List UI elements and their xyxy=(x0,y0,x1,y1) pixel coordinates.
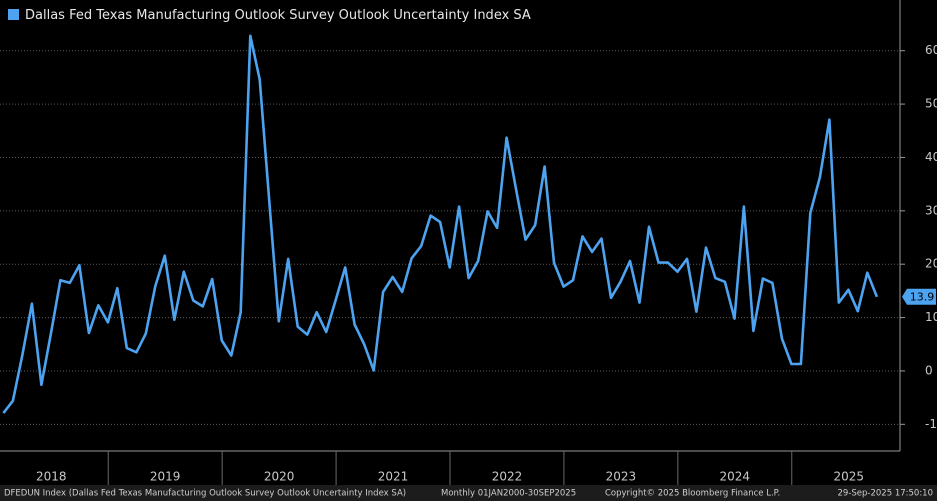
y-tick-label: 20 xyxy=(925,257,937,271)
legend-swatch xyxy=(8,9,19,20)
legend-label: Dallas Fed Texas Manufacturing Outlook S… xyxy=(25,8,531,23)
x-tick-label: 2025 xyxy=(833,470,864,484)
data-line xyxy=(2,34,879,414)
y-tick-label: 30 xyxy=(925,203,937,217)
last-value-tag: 13.9 xyxy=(902,288,936,305)
x-tick-label: 2023 xyxy=(606,470,637,484)
x-tick-label: 2024 xyxy=(720,470,751,484)
y-tick-label: 50 xyxy=(925,97,937,111)
footer-frequency: Monthly 01JAN2000-30SEP2025 xyxy=(441,489,576,499)
x-tick-label: 2020 xyxy=(264,470,295,484)
y-tick-label: 0 xyxy=(925,363,933,377)
y-tick-label: 40 xyxy=(925,150,937,164)
last-value-box xyxy=(902,288,936,305)
legend-box xyxy=(0,3,498,28)
footer-bar xyxy=(0,485,937,501)
plot-area: -10 0 10 20 30 40 50 60 2018 2019 2020 2021 2022 2023… xyxy=(0,0,937,485)
x-tick-label: 2022 xyxy=(492,470,523,484)
y-tick-label: 10 xyxy=(925,310,937,324)
x-tick-label: 2019 xyxy=(150,470,181,484)
last-value-label: 13.9 xyxy=(910,290,935,303)
y-tick-label: 60 xyxy=(925,43,937,57)
x-tick-label: 2021 xyxy=(378,470,409,484)
footer-copyright: Copyright© 2025 Bloomberg Finance L.P. xyxy=(605,489,780,499)
y-tick-label: -10 xyxy=(925,417,937,431)
footer-timestamp: 29-Sep-2025 17:50:10 xyxy=(838,489,933,499)
x-tick-label: 2018 xyxy=(36,470,67,484)
footer-source: DFEDUN Index (Dallas Fed Texas Manufactu… xyxy=(4,489,406,499)
